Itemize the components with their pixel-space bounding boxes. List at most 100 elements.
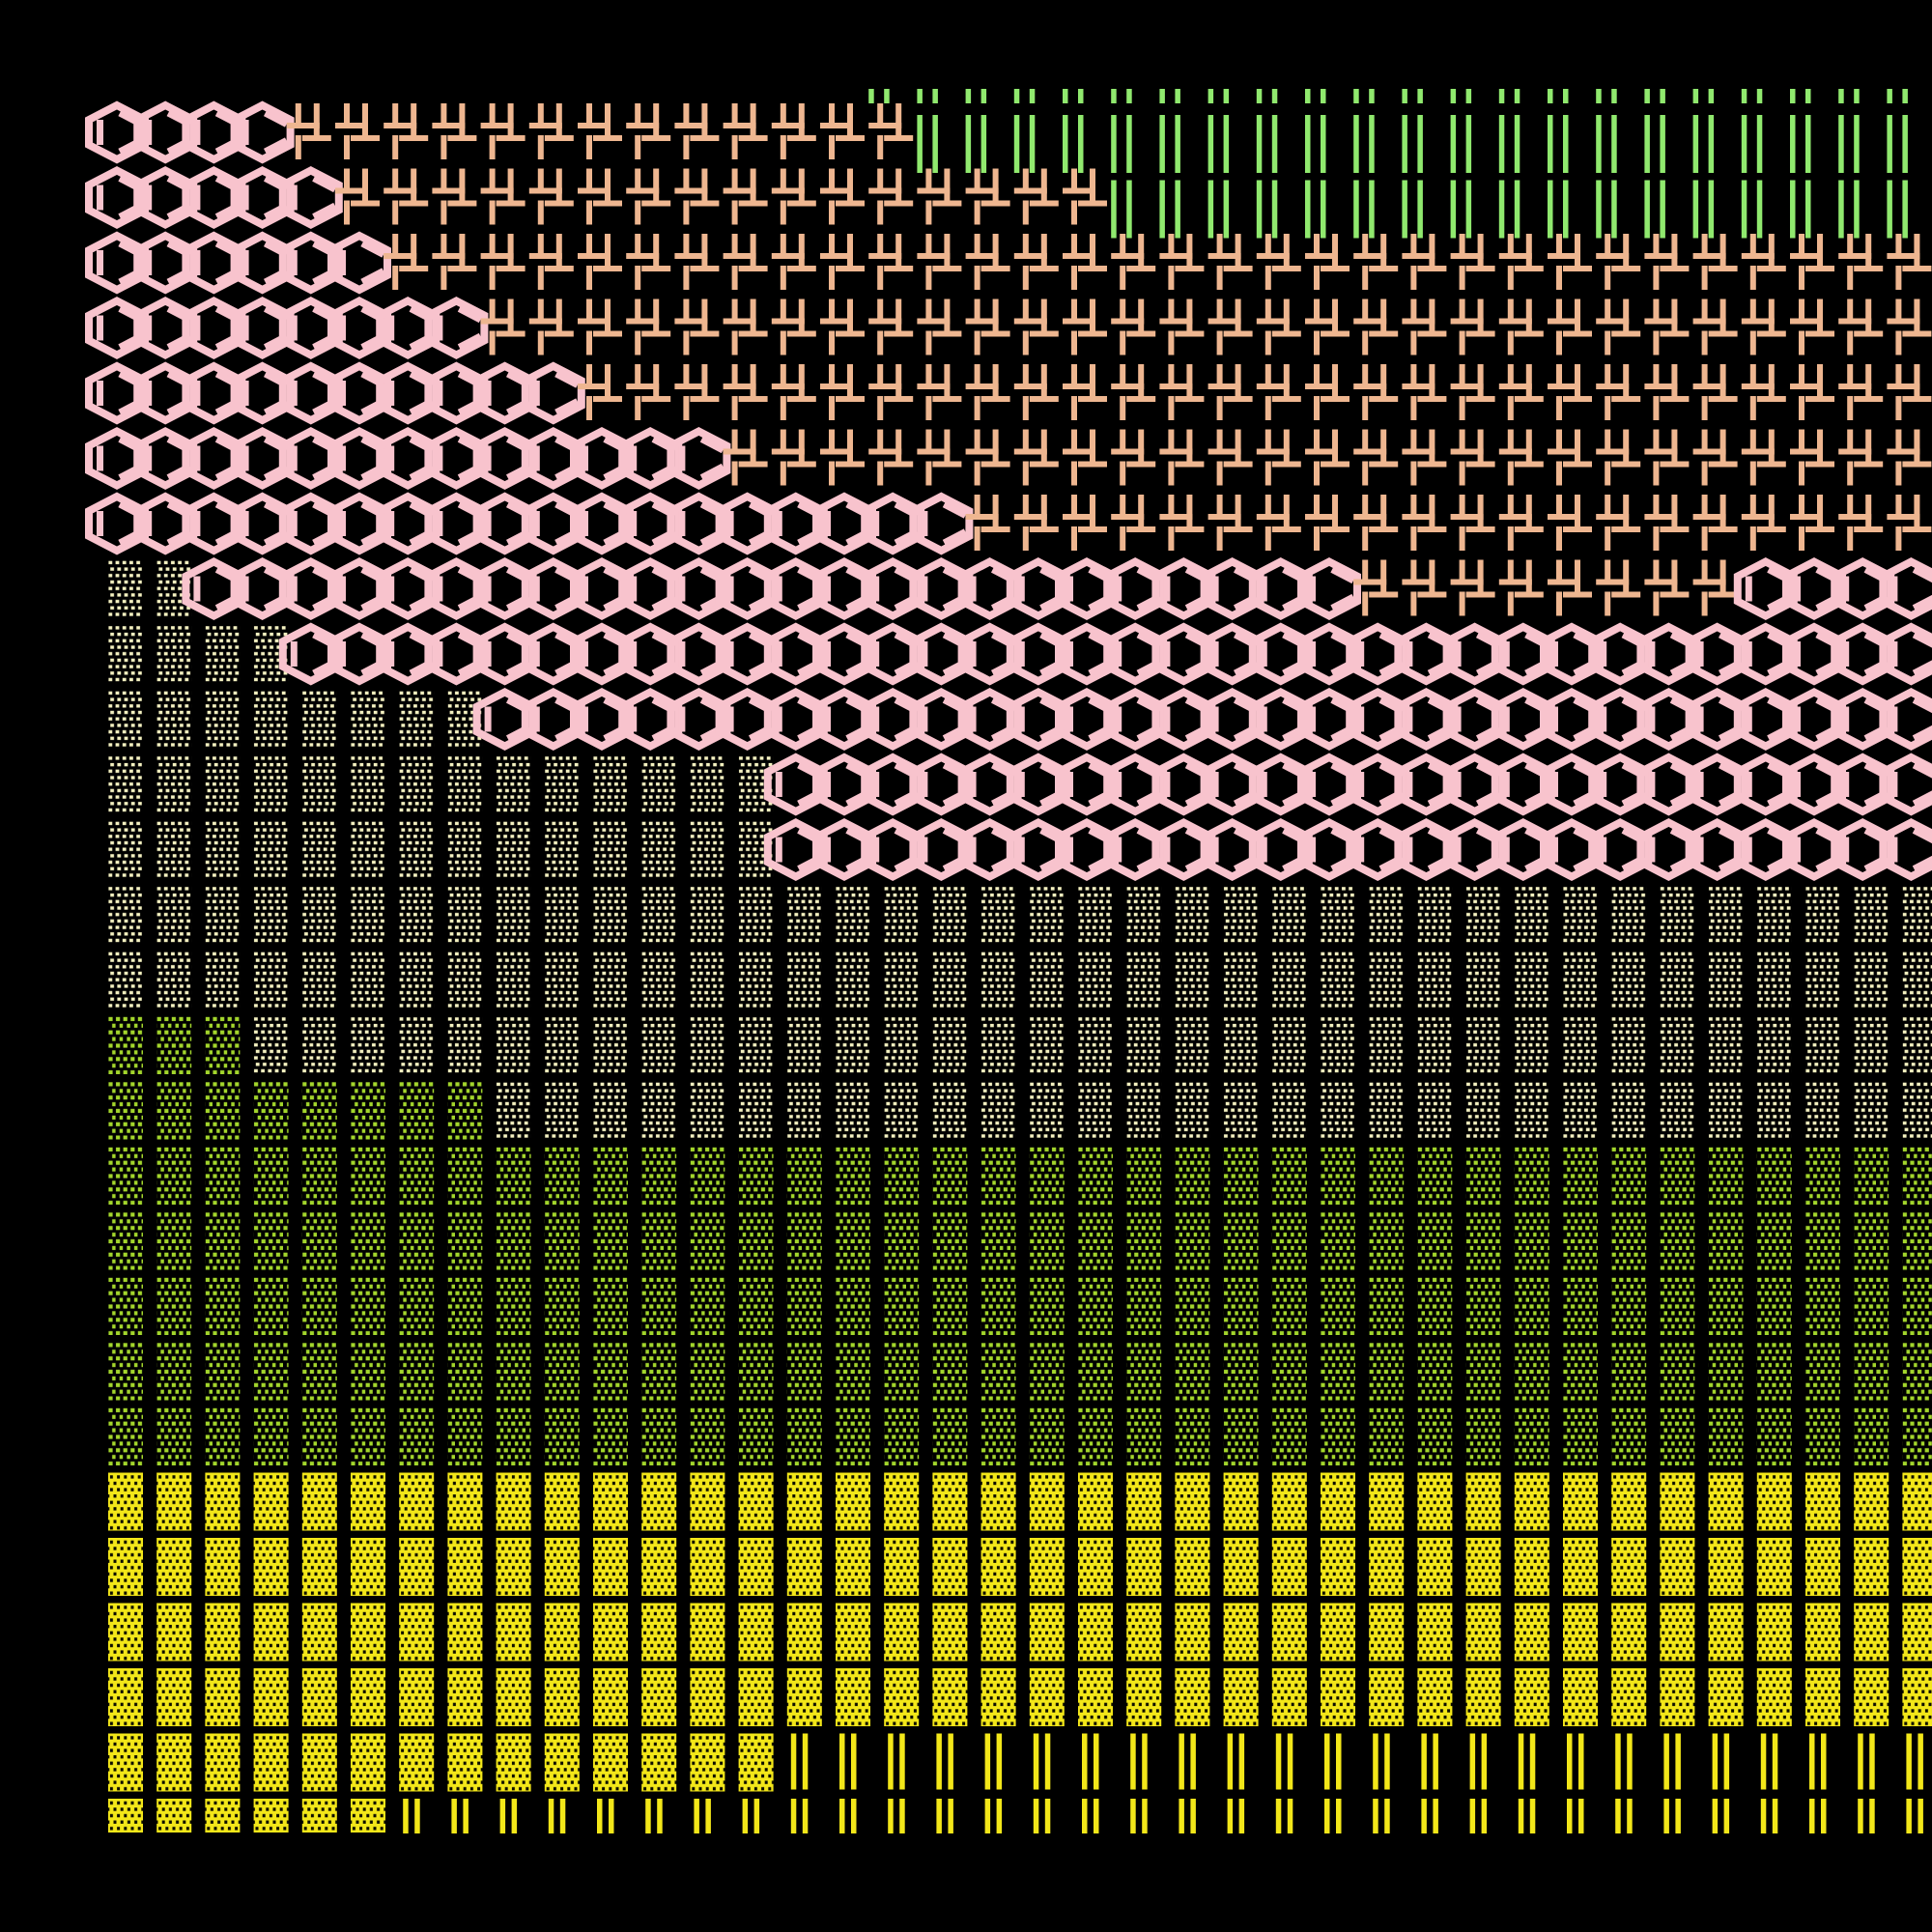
lime-dot-block — [1078, 1147, 1113, 1205]
cream-dot-block — [1271, 951, 1307, 1009]
lime-dot-block — [108, 1016, 143, 1074]
yellow-waffle-block — [836, 1668, 870, 1726]
cross-glyph — [723, 364, 768, 420]
yellow-waffle-block — [108, 1668, 143, 1726]
cream-dot-block — [1321, 886, 1355, 944]
lime-dot-block — [1271, 1342, 1307, 1401]
lime-dot-block — [1854, 1407, 1889, 1465]
hexagon-ring-glyph — [428, 301, 484, 355]
cross-glyph — [820, 168, 865, 225]
yellow-waffle-block — [1369, 1603, 1405, 1662]
lime-dot-block — [836, 1342, 870, 1401]
lime-dot-block — [641, 1342, 677, 1401]
cream-dot-block — [884, 1081, 920, 1140]
yellow-waffle-block — [1563, 1603, 1598, 1662]
green-dashed-line-tick — [1498, 89, 1520, 103]
lime-dot-block — [1369, 1211, 1405, 1270]
lime-dot-block — [1029, 1407, 1065, 1465]
lime-dot-block — [1223, 1211, 1259, 1270]
lime-dot-block — [1854, 1147, 1889, 1205]
lime-dot-block — [496, 1277, 531, 1335]
cream-dot-block — [1321, 1081, 1355, 1140]
green-dashed-line-tick — [1159, 89, 1180, 103]
cross-glyph — [1208, 429, 1253, 486]
lime-dot-block — [1756, 1342, 1792, 1401]
yellow-waffle-block — [1029, 1603, 1065, 1662]
cross-glyph — [1692, 298, 1738, 355]
cream-dot-block — [1805, 1081, 1840, 1140]
yellow-waffle-block — [1611, 1472, 1647, 1531]
yellow-double-bar — [1227, 1799, 1245, 1833]
yellow-double-bar — [1469, 1799, 1488, 1833]
cream-dot-block — [1854, 1081, 1889, 1140]
cream-dot-block — [1660, 1016, 1695, 1074]
lime-dot-block — [301, 1407, 337, 1465]
cream-dot-block — [447, 1016, 483, 1074]
lime-dot-block — [1078, 1407, 1113, 1465]
yellow-waffle-block — [1175, 1472, 1210, 1531]
green-dashed-line-bar — [965, 115, 987, 173]
cross-glyph — [1256, 234, 1301, 290]
cross-glyph — [965, 234, 1010, 290]
yellow-waffle-block — [593, 1733, 628, 1792]
lime-dot-block — [399, 1211, 435, 1270]
cream-dot-block — [1175, 1081, 1210, 1140]
yellow-waffle-block — [108, 1733, 143, 1792]
cross-glyph — [965, 429, 1010, 486]
yellow-waffle-block — [496, 1472, 531, 1531]
lime-dot-block — [1029, 1211, 1065, 1270]
yellow-waffle-block — [1854, 1668, 1889, 1726]
cross-glyph — [578, 103, 622, 159]
cross-glyph — [723, 234, 768, 290]
yellow-waffle-block — [1369, 1472, 1405, 1531]
yellow-waffle-block — [738, 1603, 774, 1662]
cream-dot-block — [108, 690, 143, 749]
cream-dot-block — [1660, 886, 1695, 944]
cross-glyph — [1159, 429, 1205, 486]
lime-dot-block — [1805, 1342, 1840, 1401]
lime-dot-block — [301, 1211, 337, 1270]
cross-glyph — [674, 298, 720, 355]
lime-dot-block — [1369, 1342, 1405, 1401]
cross-glyph — [480, 234, 526, 290]
cross-glyph — [1450, 429, 1495, 486]
cross-glyph — [1256, 495, 1301, 551]
cream-dot-block — [690, 820, 725, 879]
cream-dot-block — [253, 755, 289, 813]
lime-dot-block — [1708, 1342, 1744, 1401]
cream-dot-block — [399, 820, 435, 879]
yellow-waffle-block — [399, 1603, 435, 1662]
lime-dot-block — [1126, 1407, 1162, 1465]
yellow-waffle-block — [1902, 1472, 1932, 1531]
yellow-waffle-block — [205, 1472, 241, 1531]
cream-dot-block — [786, 886, 822, 944]
cream-dot-block — [1854, 1016, 1889, 1074]
yellow-waffle-block — [205, 1799, 241, 1833]
yellow-waffle-block — [980, 1538, 1016, 1596]
yellow-waffle-block — [980, 1603, 1016, 1662]
lime-dot-block — [786, 1342, 822, 1401]
cross-glyph — [578, 298, 622, 355]
cream-dot-block — [544, 886, 580, 944]
yellow-double-bar — [1324, 1799, 1342, 1833]
green-dashed-line-tick — [1596, 89, 1617, 103]
lime-dot-block — [1417, 1342, 1453, 1401]
yellow-waffle-block — [980, 1668, 1016, 1726]
lime-dot-block — [1563, 1407, 1598, 1465]
yellow-waffle-block — [447, 1472, 483, 1531]
cream-dot-block — [1805, 1016, 1840, 1074]
cross-glyph — [432, 234, 477, 290]
green-dashed-line-tick — [1111, 89, 1132, 103]
cream-dot-block — [836, 1081, 870, 1140]
lime-dot-block — [496, 1342, 531, 1401]
green-dashed-line-bar — [1256, 115, 1278, 173]
yellow-waffle-block — [1078, 1472, 1113, 1531]
yellow-double-bar — [1421, 1799, 1438, 1833]
cream-dot-block — [1611, 1016, 1647, 1074]
yellow-waffle-block — [156, 1538, 192, 1596]
lime-dot-block — [690, 1342, 725, 1401]
cross-glyph — [1692, 234, 1738, 290]
cross-glyph — [528, 168, 574, 225]
lime-dot-block — [108, 1211, 143, 1270]
cream-dot-block — [884, 886, 920, 944]
